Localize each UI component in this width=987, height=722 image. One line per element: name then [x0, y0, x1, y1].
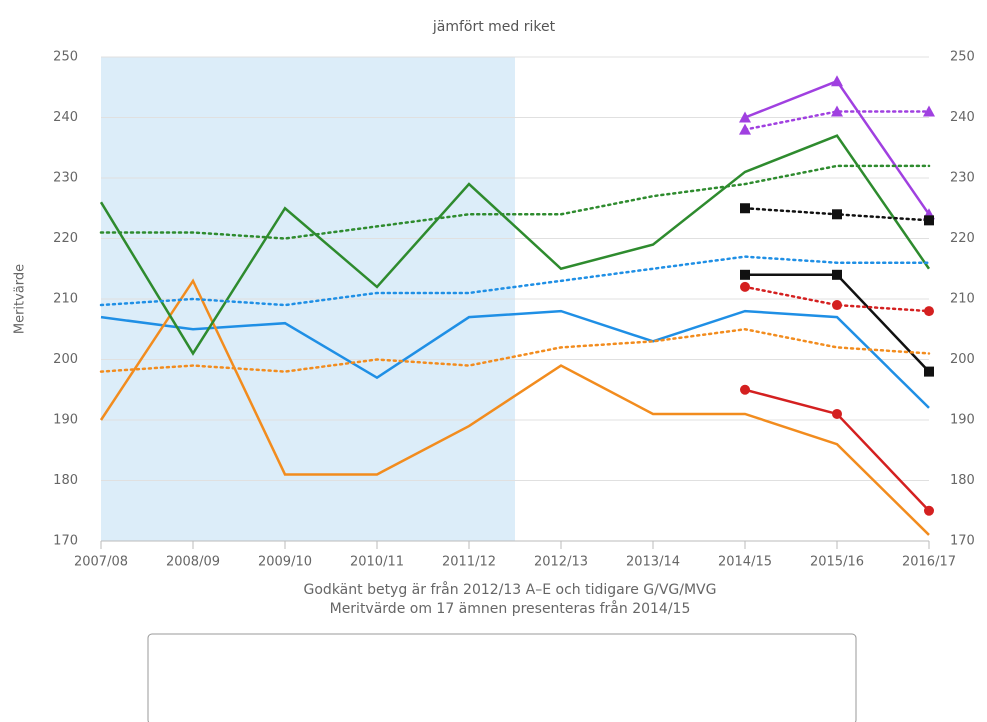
marker [740, 281, 750, 292]
marker [924, 366, 934, 377]
marker [832, 408, 842, 419]
series-line [99, 327, 931, 373]
marker [924, 505, 934, 516]
marker [740, 384, 750, 395]
series-line [99, 278, 930, 536]
x-tick-label: 2011/12 [442, 555, 496, 570]
series-line [745, 273, 930, 373]
y-tick-label: 250 [53, 50, 78, 65]
y-tick-label: 240 [53, 110, 78, 125]
marker [740, 203, 750, 214]
x-tick-label: 2015/16 [810, 555, 864, 570]
marker [832, 269, 842, 280]
y2-tick-label: 200 [950, 352, 975, 367]
y2-tick-label: 190 [950, 413, 975, 428]
y-tick-label: 170 [53, 534, 78, 549]
marker [831, 75, 843, 87]
y2-tick-label: 230 [950, 171, 975, 186]
series-line [99, 134, 931, 356]
marker [739, 111, 751, 123]
y2-tick-label: 240 [950, 110, 975, 125]
marker [740, 269, 750, 280]
y-tick-label: 230 [53, 171, 78, 186]
x-tick-label: 2016/17 [902, 555, 956, 570]
x-axis-title: Meritvärde om 17 ämnen presenteras från … [330, 600, 691, 617]
marker [832, 300, 842, 311]
y2-tick-label: 180 [950, 473, 975, 488]
y-tick-label: 180 [53, 473, 78, 488]
x-tick-label: 2012/13 [534, 555, 588, 570]
series-line [744, 388, 930, 512]
marker [924, 306, 934, 317]
marker [739, 123, 751, 135]
y-tick-label: 200 [53, 352, 78, 367]
y-tick-label: 220 [53, 231, 78, 246]
x-tick-label: 2009/10 [258, 555, 312, 570]
legend-box [147, 633, 857, 722]
x-tick-label: 2007/08 [74, 555, 128, 570]
y2-tick-label: 250 [950, 50, 975, 65]
marker [923, 105, 935, 117]
series-line [99, 255, 931, 307]
x-tick-label: 2008/09 [166, 555, 220, 570]
marker [832, 209, 842, 220]
y-axis-title: Meritvärde [13, 264, 28, 334]
y2-tick-label: 220 [950, 231, 975, 246]
series-line [744, 79, 931, 216]
chart-subtitle: jämfört med riket [432, 19, 556, 35]
series-line [743, 110, 931, 131]
series-line [99, 164, 931, 240]
x-tick-label: 2014/15 [718, 555, 772, 570]
x-axis-title: Godkänt betyg är från 2012/13 A–E och ti… [304, 581, 717, 598]
y2-tick-label: 170 [950, 534, 975, 549]
x-tick-label: 2013/14 [626, 555, 680, 570]
y-tick-label: 210 [53, 292, 78, 307]
y2-tick-label: 210 [950, 292, 975, 307]
x-tick-label: 2010/11 [350, 555, 404, 570]
series-line [743, 285, 931, 313]
marker [831, 105, 843, 117]
y-tick-label: 190 [53, 413, 78, 428]
marker [924, 215, 934, 226]
series-line [100, 309, 930, 409]
